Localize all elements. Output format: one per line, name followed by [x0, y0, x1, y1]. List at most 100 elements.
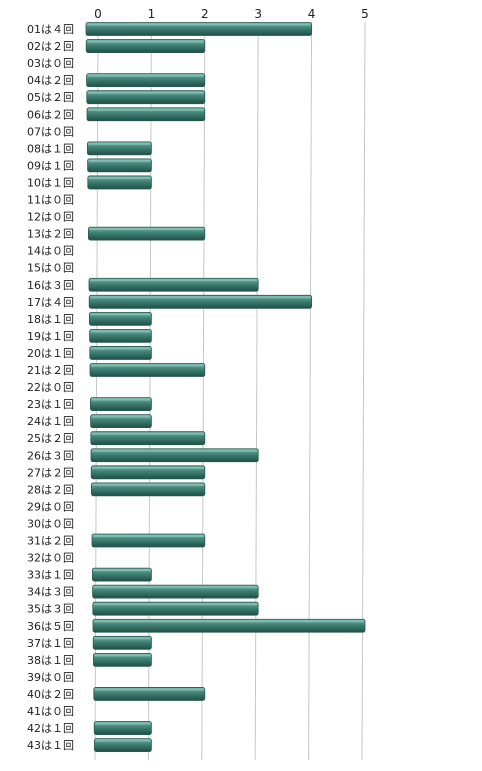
bar: [88, 226, 206, 241]
bar-highlight: [93, 603, 258, 606]
category-label: 10は１回: [27, 176, 74, 189]
category-label: 01は４回: [27, 23, 74, 36]
bar: [92, 567, 152, 582]
category-label: 13は２回: [27, 228, 74, 241]
category-label: 23は１回: [27, 398, 74, 411]
bar-highlight: [91, 364, 204, 367]
category-label: 39は０回: [27, 671, 74, 684]
bar-highlight: [91, 415, 151, 418]
category-label: 03は０回: [27, 57, 74, 70]
bar: [92, 584, 259, 599]
bar: [89, 346, 152, 360]
category-label: 22は０回: [27, 381, 74, 394]
category-label: 29は０回: [27, 500, 74, 513]
category-label: 34は３回: [27, 586, 74, 599]
bar-highlight: [89, 228, 204, 231]
category-label: 41は０回: [27, 705, 74, 718]
bar: [89, 311, 152, 326]
bar: [87, 175, 152, 190]
x-tick-label: 1: [148, 7, 156, 21]
bar: [89, 363, 206, 377]
bar-highlight: [95, 722, 151, 725]
category-label: 31は２回: [27, 535, 74, 548]
bar-highlight: [87, 40, 204, 43]
bar-highlight: [88, 108, 204, 111]
bar-highlight: [92, 483, 204, 486]
category-label: 05は２回: [27, 91, 74, 104]
bar-highlight: [90, 347, 151, 350]
category-label: 04は２回: [27, 74, 74, 87]
x-tick-label: 5: [361, 7, 369, 21]
category-label: 28は２回: [27, 483, 74, 496]
bar-highlight: [93, 569, 151, 572]
bar-highlight: [94, 654, 151, 657]
bar-highlight: [88, 159, 151, 162]
gridline: [308, 21, 313, 761]
category-label: 16は３回: [27, 279, 74, 292]
category-label: 09は１回: [27, 159, 74, 172]
category-label: 25は２回: [27, 432, 74, 445]
category-label: 14は０回: [27, 245, 74, 258]
bar-highlight: [92, 466, 204, 469]
bar: [87, 141, 152, 156]
x-tick-label: 0: [94, 7, 102, 21]
category-label: 40は２回: [27, 688, 74, 701]
category-label: 35は３回: [27, 603, 74, 616]
bar: [88, 277, 259, 292]
bar: [93, 652, 152, 667]
bar: [90, 397, 152, 412]
bar-highlight: [87, 23, 311, 26]
category-label: 19は１回: [27, 330, 74, 343]
bar: [85, 22, 313, 36]
bar-highlight: [92, 449, 258, 452]
bar-highlight: [93, 586, 258, 589]
x-tick-label: 4: [308, 7, 316, 21]
bar: [92, 635, 152, 650]
category-label: 42は１回: [27, 722, 74, 735]
bar: [85, 39, 206, 53]
bar-highlight: [94, 620, 364, 623]
category-labels: 01は４回 02は２回 03は０回 04は２回 05は２回 06は２回 07は０回 08は１回…: [27, 23, 74, 752]
bar: [86, 73, 206, 88]
bar: [86, 107, 206, 122]
bar: [89, 328, 152, 343]
x-tick-label: 3: [254, 7, 262, 21]
bar-highlight: [90, 313, 151, 316]
category-label: 33は１回: [27, 569, 74, 582]
bar: [93, 687, 206, 701]
category-label: 21は２回: [27, 364, 74, 377]
bar-highlight: [90, 279, 258, 282]
bar-highlight: [93, 535, 204, 537]
bar-highlight: [90, 296, 311, 299]
bar: [90, 431, 206, 446]
bar-highlight: [91, 398, 151, 401]
x-axis-ticks: 0 1 2 3 4 5: [94, 7, 369, 21]
x-tick-label: 2: [201, 7, 209, 21]
category-label: 43は１回: [27, 739, 74, 752]
bar: [92, 601, 259, 616]
bar: [90, 414, 152, 429]
category-label: 32は０回: [27, 552, 74, 565]
gridline: [254, 21, 259, 761]
bar: [91, 533, 206, 548]
category-label: 26は３回: [27, 449, 74, 462]
bar: [92, 618, 366, 633]
bar-highlight: [91, 432, 204, 435]
bar: [86, 90, 206, 105]
category-label: 11は０回: [27, 194, 74, 207]
category-label: 30は０回: [27, 517, 74, 530]
bar-highlight: [87, 74, 204, 77]
bar: [90, 465, 206, 480]
category-label: 18は１回: [27, 313, 74, 326]
bar: [93, 721, 152, 735]
category-label: 07は０回: [27, 125, 74, 138]
category-label: 37は１回: [27, 637, 74, 650]
bar-highlight: [94, 688, 204, 691]
bar-highlight: [87, 91, 204, 94]
bar: [90, 448, 259, 463]
bar-highlight: [88, 176, 151, 179]
category-label: 08は１回: [27, 142, 74, 155]
bar-highlight: [95, 739, 151, 742]
category-label: 15は０回: [27, 262, 74, 275]
category-label: 17は４回: [27, 296, 74, 309]
